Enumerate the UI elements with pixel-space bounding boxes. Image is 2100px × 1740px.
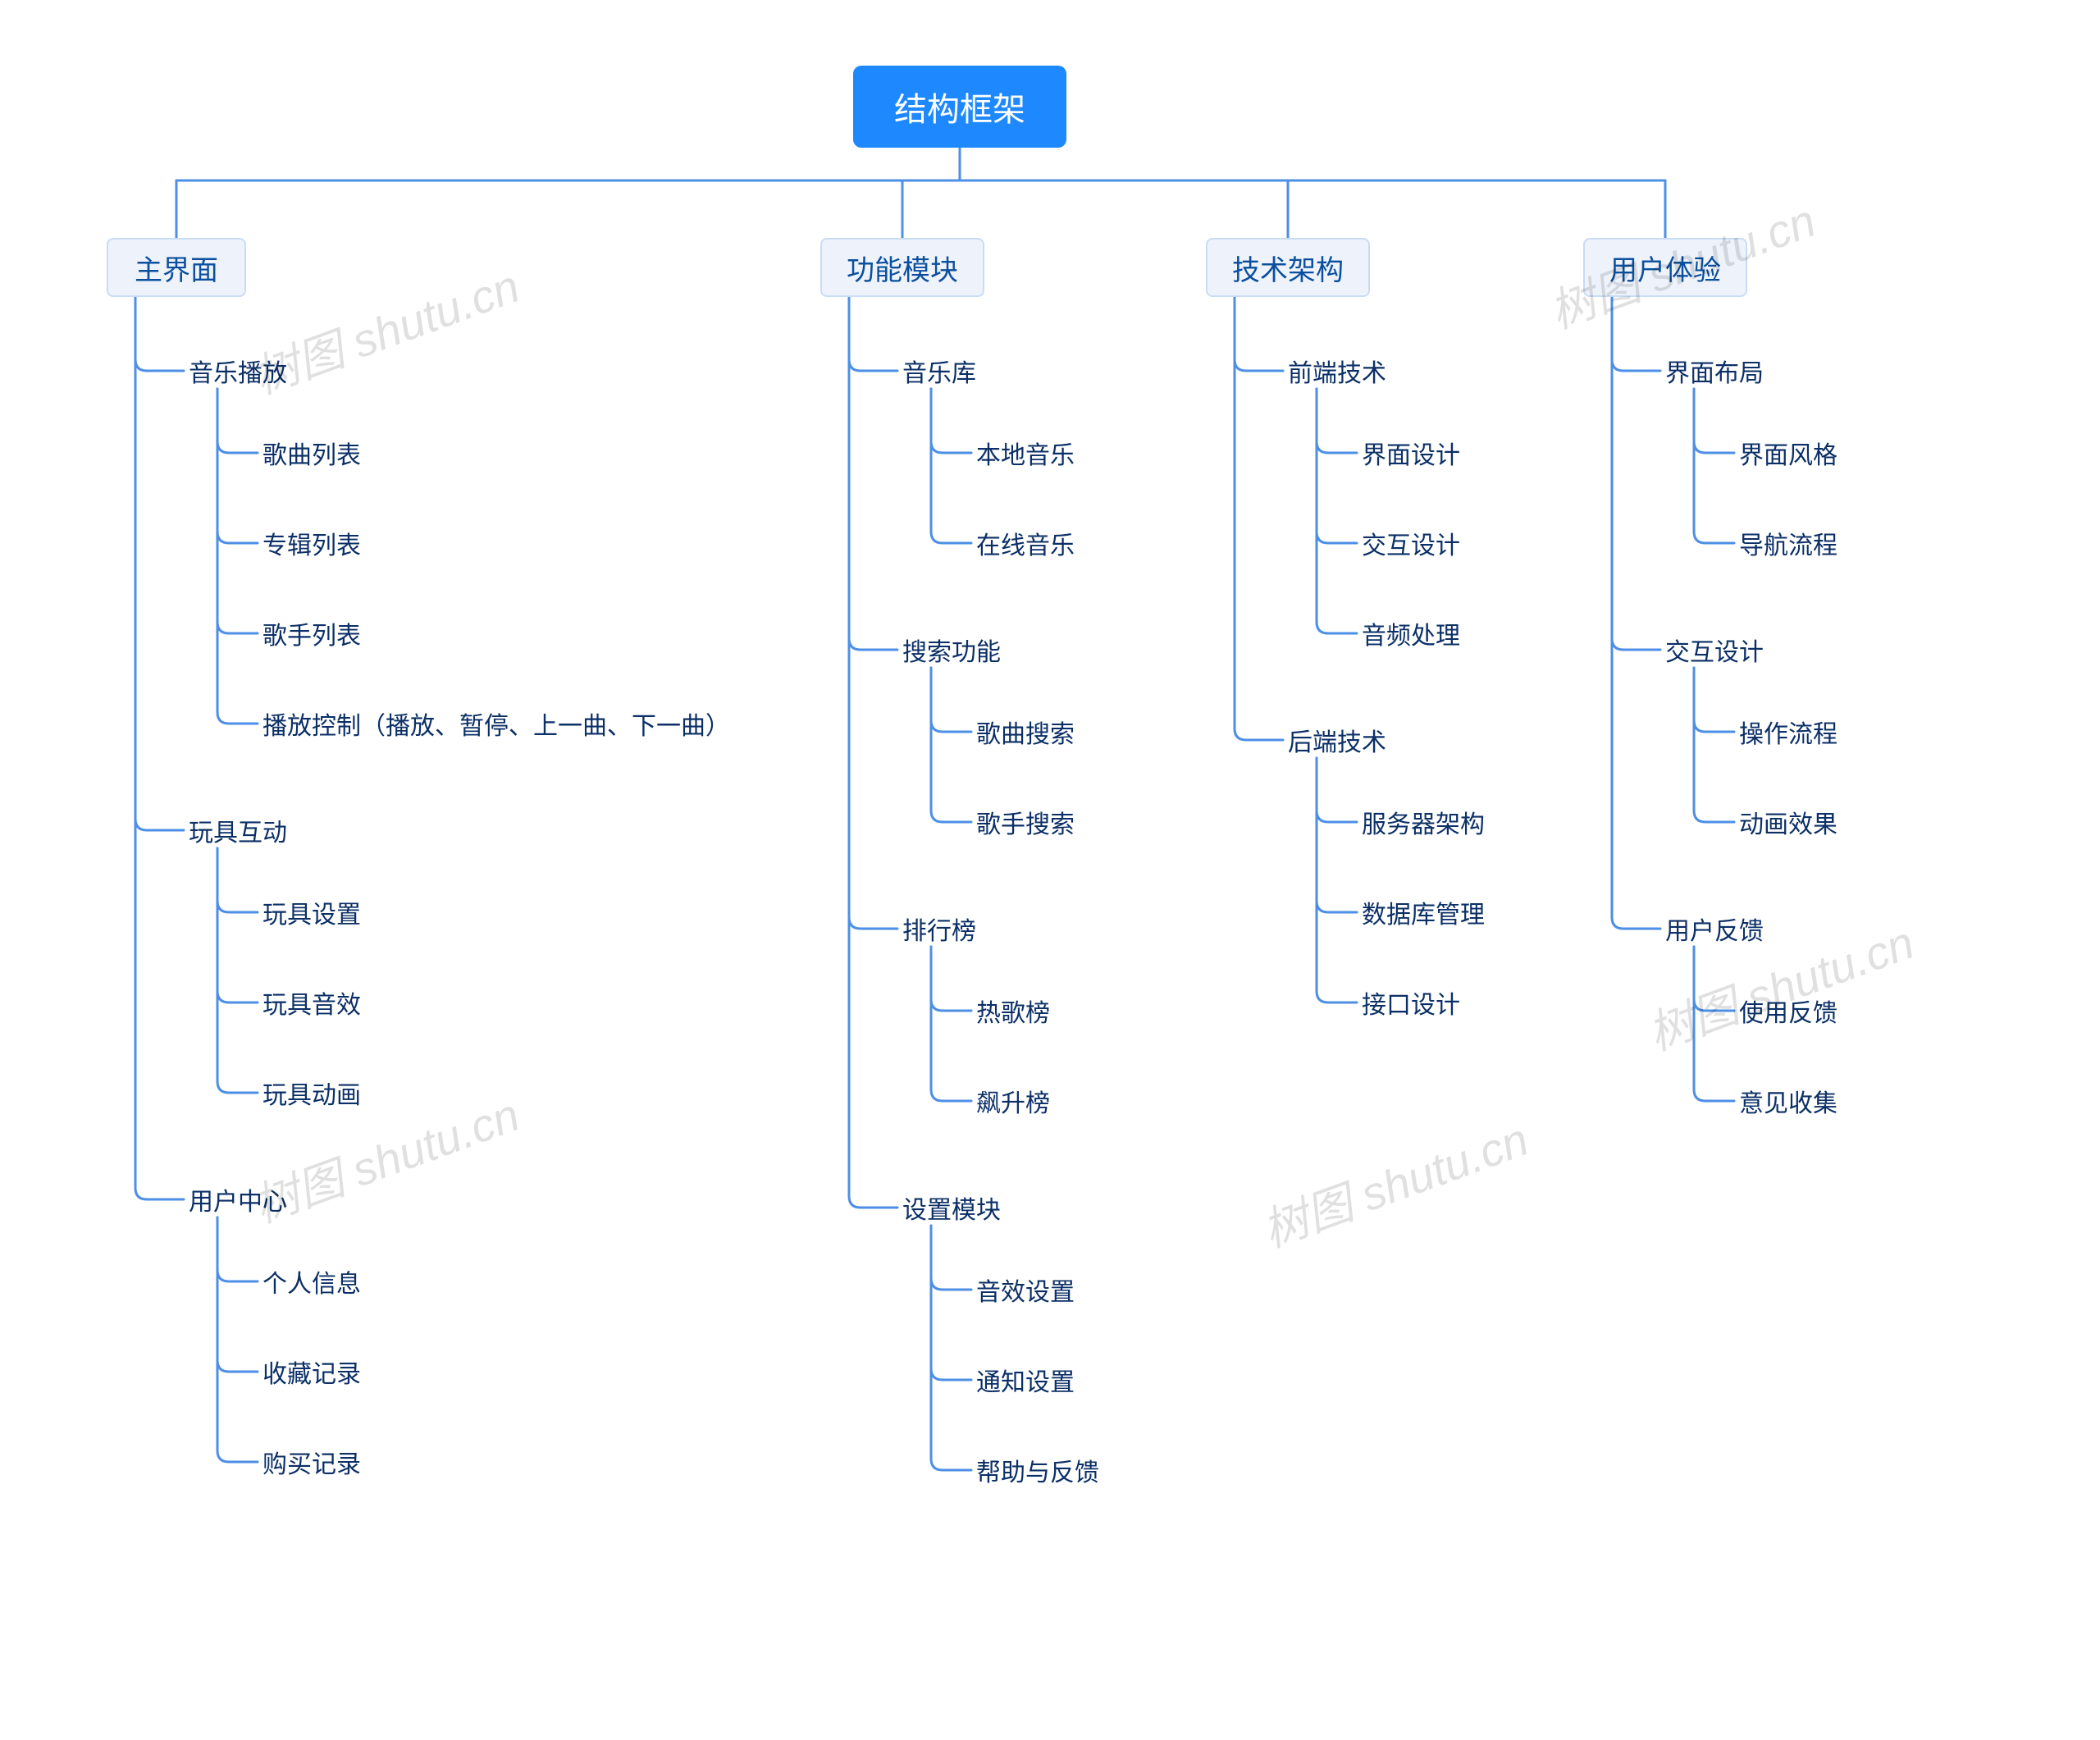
l3-node: 音效设置 (976, 1272, 1075, 1308)
l2-node: 搜索功能 (902, 632, 1001, 668)
l3-node: 飙升榜 (976, 1083, 1050, 1119)
l3-node: 歌手列表 (262, 615, 361, 651)
l2-node: 前端技术 (1288, 353, 1386, 389)
l3-node: 界面风格 (1739, 435, 1838, 471)
l2-node: 后端技术 (1288, 722, 1386, 758)
l3-node: 界面设计 (1362, 435, 1460, 471)
branch-node: 主界面 (107, 238, 246, 297)
l3-node: 使用反馈 (1739, 993, 1838, 1029)
l3-node: 玩具音效 (262, 984, 361, 1021)
l2-node: 音乐播放 (189, 353, 287, 389)
branch-node: 功能模块 (820, 238, 984, 297)
l3-node: 歌曲列表 (262, 435, 361, 471)
l3-node: 专辑列表 (262, 525, 361, 561)
l3-node: 帮助与反馈 (976, 1452, 1099, 1488)
l3-node: 播放控制（播放、暂停、上一曲、下一曲） (262, 706, 730, 742)
branch-node: 技术架构 (1206, 238, 1370, 297)
l3-node: 收藏记录 (262, 1354, 361, 1390)
l3-node: 通知设置 (976, 1362, 1075, 1398)
l2-node: 界面布局 (1665, 353, 1764, 389)
l2-node: 玩具互动 (189, 812, 287, 848)
l3-node: 音频处理 (1362, 615, 1460, 651)
l3-node: 玩具动画 (262, 1075, 361, 1111)
l3-node: 操作流程 (1739, 714, 1838, 750)
root-node: 结构框架 (853, 66, 1066, 148)
l3-node: 交互设计 (1362, 525, 1460, 561)
l3-node: 导航流程 (1739, 525, 1838, 561)
l3-node: 个人信息 (262, 1263, 361, 1299)
l3-node: 本地音乐 (976, 435, 1075, 471)
l3-node: 在线音乐 (976, 525, 1075, 561)
l3-node: 动画效果 (1739, 804, 1838, 840)
l3-node: 歌曲搜索 (976, 714, 1075, 750)
l3-node: 热歌榜 (976, 993, 1050, 1029)
l2-node: 用户反馈 (1665, 911, 1764, 947)
l2-node: 设置模块 (902, 1190, 1001, 1226)
l3-node: 数据库管理 (1362, 894, 1485, 930)
l3-node: 玩具设置 (262, 894, 361, 930)
branch-node: 用户体验 (1583, 238, 1747, 297)
l2-node: 音乐库 (902, 353, 976, 389)
l3-node: 服务器架构 (1362, 804, 1485, 840)
l3-node: 意见收集 (1739, 1083, 1838, 1119)
l3-node: 歌手搜索 (976, 804, 1075, 840)
l2-node: 排行榜 (902, 911, 976, 947)
l3-node: 购买记录 (262, 1444, 361, 1480)
l2-node: 用户中心 (189, 1181, 287, 1217)
l2-node: 交互设计 (1665, 632, 1764, 668)
l3-node: 接口设计 (1362, 984, 1460, 1021)
